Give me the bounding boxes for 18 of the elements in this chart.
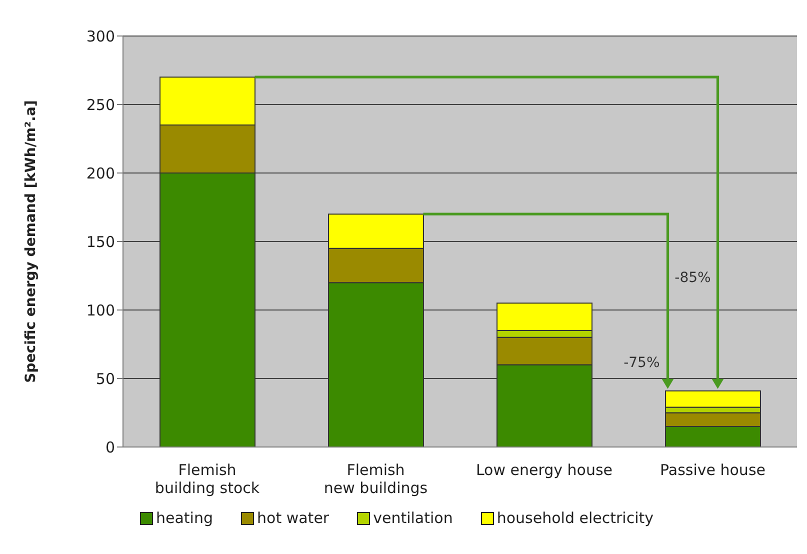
x-tick-label: Flemish new buildings <box>324 461 428 497</box>
x-tick-label: Passive house <box>660 461 766 479</box>
y-tick-label: 300 <box>86 27 115 46</box>
legend-label: ventilation <box>372 509 453 527</box>
annotation: -85% <box>674 270 711 286</box>
y-tick-label: 50 <box>96 370 115 388</box>
y-tick-label: 250 <box>86 96 115 114</box>
y-axis-title: Specific energy demand [kWh/m².a] <box>22 100 39 383</box>
y-tick-label: 100 <box>86 301 115 320</box>
annotation: -75% <box>624 355 660 372</box>
legend-label: hot water <box>256 509 330 527</box>
y-tick-label: 150 <box>86 232 115 251</box>
legend-label: household electricity <box>496 509 654 527</box>
y-tick-label: 0 <box>105 438 115 456</box>
x-tick-label: Low energy house <box>476 461 613 479</box>
y-tick-label: 200 <box>86 164 115 182</box>
legend-label: heating <box>155 509 214 527</box>
x-tick-label: Flemish building stock <box>154 461 260 497</box>
